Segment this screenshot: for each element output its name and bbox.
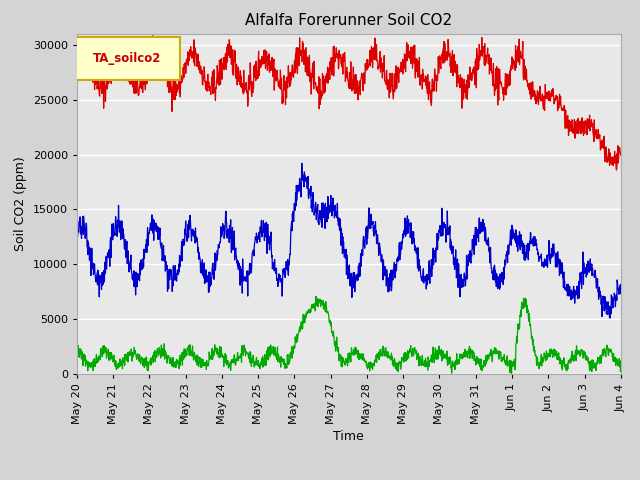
-8cm <box>137 257 145 263</box>
-16cm <box>325 72 333 77</box>
-8cm <box>325 210 333 216</box>
-2cm <box>383 351 390 357</box>
Title: Alfalfa Forerunner Soil CO2: Alfalfa Forerunner Soil CO2 <box>245 13 452 28</box>
-16cm <box>304 61 312 67</box>
-8cm <box>73 226 81 231</box>
-8cm <box>383 267 390 273</box>
-16cm <box>137 73 145 79</box>
-2cm <box>304 311 312 317</box>
-2cm <box>316 300 323 306</box>
-8cm <box>304 174 312 180</box>
-2cm <box>137 359 145 364</box>
-8cm <box>115 222 123 228</box>
-2cm <box>312 293 320 299</box>
-2cm <box>115 362 123 368</box>
Line: -2cm: -2cm <box>77 296 621 373</box>
X-axis label: Time: Time <box>333 430 364 443</box>
Y-axis label: Soil CO2 (ppm): Soil CO2 (ppm) <box>14 156 27 252</box>
-16cm <box>149 33 157 39</box>
FancyBboxPatch shape <box>74 37 180 80</box>
-16cm <box>383 67 390 73</box>
-2cm <box>617 366 625 372</box>
-16cm <box>617 152 625 158</box>
-16cm <box>316 106 323 112</box>
Text: TA_soilco2: TA_soilco2 <box>93 52 161 65</box>
-2cm <box>325 317 333 323</box>
-2cm <box>508 371 515 376</box>
-8cm <box>316 215 323 221</box>
Line: -8cm: -8cm <box>77 163 621 318</box>
-8cm <box>298 160 306 166</box>
Line: -16cm: -16cm <box>77 36 621 170</box>
-16cm <box>73 60 81 66</box>
-16cm <box>612 167 620 173</box>
-8cm <box>605 315 613 321</box>
-2cm <box>73 355 81 360</box>
-8cm <box>617 284 625 289</box>
-16cm <box>115 54 123 60</box>
